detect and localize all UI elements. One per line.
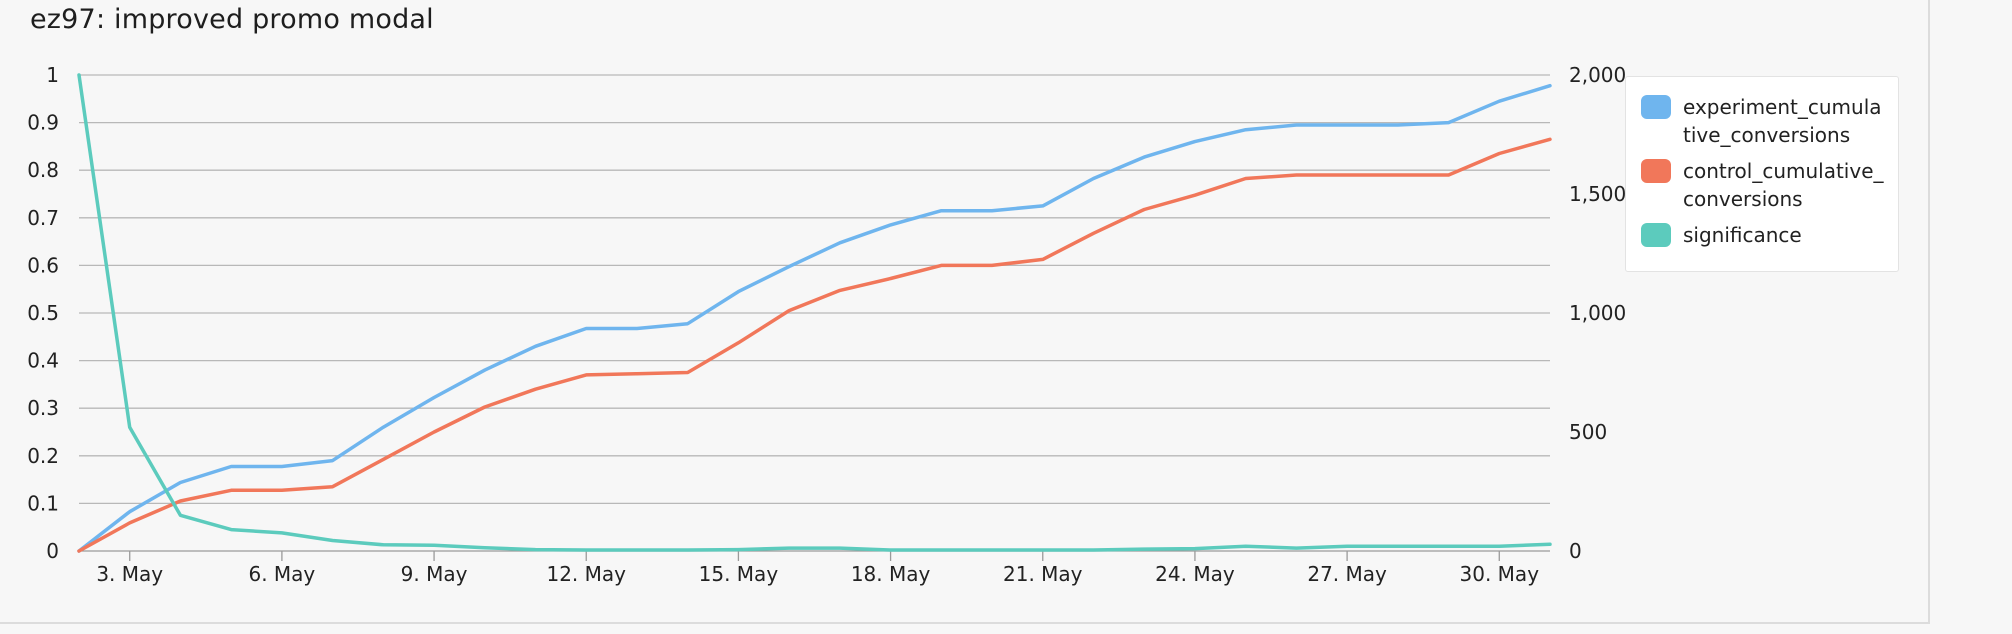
x-tick-label: 12. May [546, 562, 626, 586]
right-tick-label: 500 [1569, 420, 1607, 444]
right-tick-label: 1,000 [1569, 301, 1626, 325]
plot-series [77, 73, 1552, 553]
x-tick-label: 24. May [1155, 562, 1235, 586]
left-tick-label: 0.2 [27, 444, 59, 468]
grid-lines [79, 74, 1550, 552]
legend-item-control[interactable]: control_cumulative_conversions [1641, 157, 1888, 213]
left-tick-label: 0.3 [27, 396, 59, 420]
legend-item-experiment[interactable]: experiment_cumulative_conversions [1641, 93, 1888, 149]
legend-item-significance[interactable]: significance [1641, 221, 1888, 249]
series-line-control[interactable] [77, 137, 1552, 553]
left-tick-label: 0.9 [27, 111, 59, 135]
x-tick-label: 6. May [248, 562, 315, 586]
legend-label-significance: significance [1683, 223, 1802, 247]
legend-swatch-significance [1641, 223, 1671, 247]
x-tick-label: 3. May [96, 562, 163, 586]
x-tick-label: 15. May [699, 562, 779, 586]
legend-label-control: control_cumulative_conversions [1683, 159, 1884, 211]
chart-legend: experiment_cumulative_conversions contro… [1625, 76, 1899, 272]
x-tick-label: 21. May [1003, 562, 1083, 586]
x-tick-label: 27. May [1307, 562, 1387, 586]
left-tick-label: 0.4 [27, 349, 59, 373]
legend-swatch-experiment [1641, 95, 1671, 119]
line-chart: 0 0.1 0.2 0.3 0.4 0.5 0.6 0.7 0.8 0.9 1 0 500 1,000 1… [27, 63, 1626, 586]
left-tick-label: 0.1 [27, 491, 59, 515]
x-axis: 3. May 6. May 9. May 12. May 15. May 18. May 2… [96, 551, 1539, 586]
series-line-significance[interactable] [77, 73, 1552, 552]
x-tick-label: 9. May [401, 562, 468, 586]
right-tick-label: 2,000 [1569, 63, 1626, 87]
right-y-axis: 0 500 1,000 1,500 2,000 [1569, 63, 1626, 563]
x-tick-label: 30. May [1460, 562, 1540, 586]
right-tick-label: 0 [1569, 539, 1582, 563]
left-tick-label: 0.6 [27, 253, 59, 277]
left-tick-label: 1 [46, 63, 59, 87]
right-tick-label: 1,500 [1569, 182, 1626, 206]
chart-title: ez97: improved promo modal [30, 4, 434, 35]
left-tick-label: 0.5 [27, 301, 59, 325]
series-line-experiment[interactable] [77, 83, 1552, 553]
legend-label-experiment: experiment_cumulative_conversions [1683, 95, 1882, 147]
left-tick-label: 0.8 [27, 158, 59, 182]
left-y-axis: 0 0.1 0.2 0.3 0.4 0.5 0.6 0.7 0.8 0.9 1 [27, 63, 59, 563]
left-tick-label: 0.7 [27, 206, 59, 230]
x-tick-label: 18. May [851, 562, 931, 586]
left-tick-label: 0 [46, 539, 59, 563]
chart-panel: ez97: improved promo modal 0 0.1 0.2 0.3 0.4… [0, 0, 1930, 624]
legend-swatch-control [1641, 159, 1671, 183]
